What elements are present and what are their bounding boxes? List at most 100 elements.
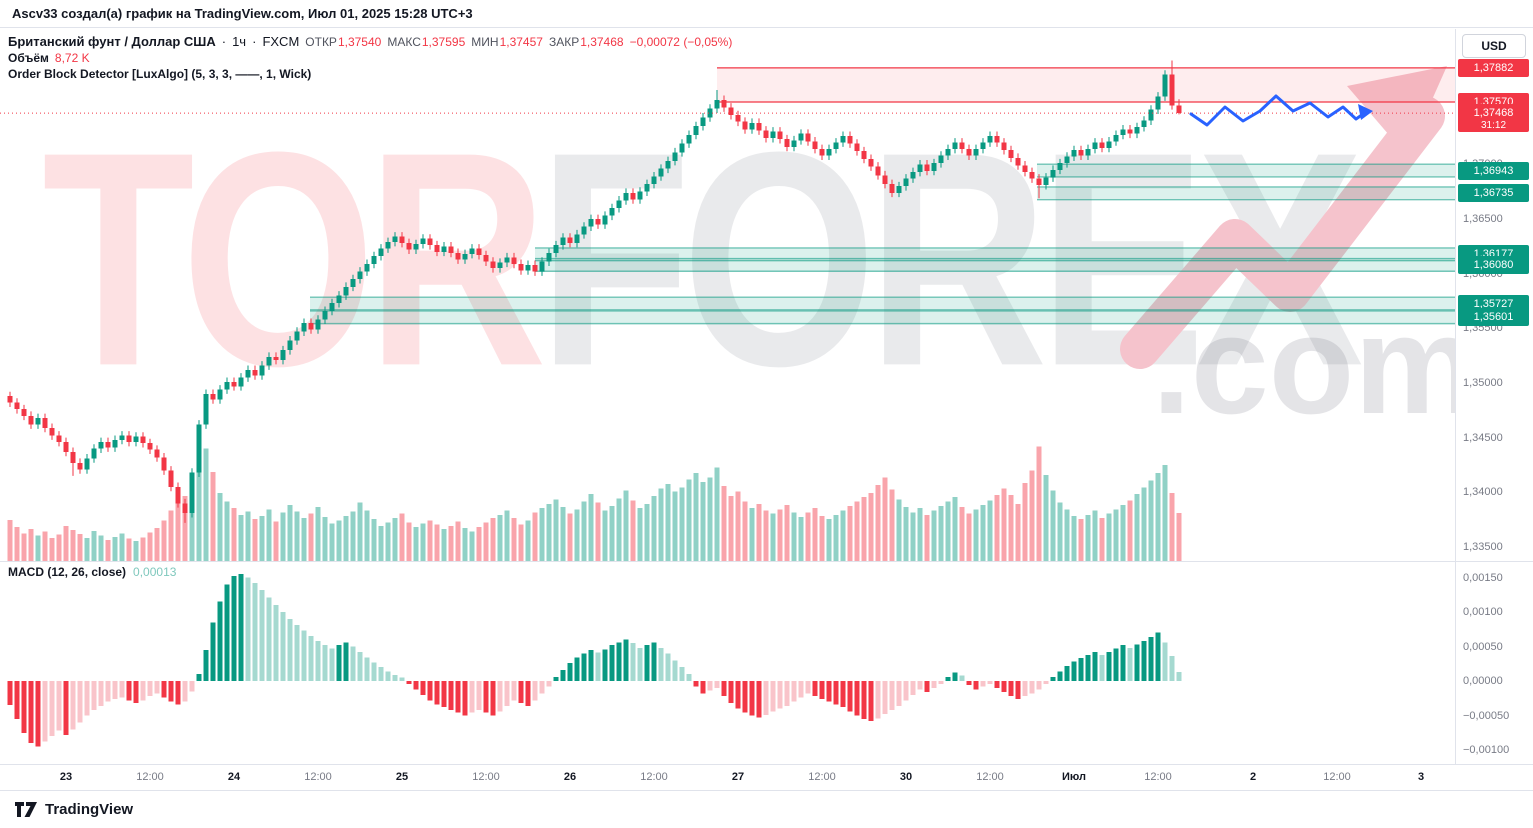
macd-bar (602, 649, 608, 681)
macd-bar (679, 667, 685, 681)
candle-body (903, 178, 909, 187)
candle-body (609, 208, 615, 216)
candle-body (21, 409, 27, 416)
level-price-badge: 1,37882 (1458, 58, 1529, 77)
volume-bar (966, 513, 972, 561)
candle-body (959, 142, 965, 150)
volume-bar (728, 496, 734, 561)
candle-body (1127, 129, 1133, 134)
volume-label[interactable]: Объём (8, 51, 49, 65)
macd-chart-canvas[interactable] (0, 561, 1455, 764)
candle-body (693, 126, 699, 135)
macd-bar (770, 681, 776, 712)
candle-body (1169, 74, 1175, 106)
macd-bar (693, 681, 699, 687)
macd-bar (399, 677, 405, 681)
macd-bar (21, 681, 27, 733)
volume-bar (147, 532, 153, 561)
candle-body (364, 263, 370, 272)
candle-body (553, 245, 559, 253)
volume-bar (1099, 518, 1105, 561)
price-axis[interactable]: USD 1,370001,365001,360001,355001,350001… (1455, 29, 1533, 764)
candle-body (497, 262, 503, 269)
macd-bar (406, 681, 412, 684)
time-axis-label: 12:00 (1323, 771, 1351, 783)
volume-bar (273, 521, 279, 561)
demand-zone (535, 258, 1455, 272)
volume-bar (749, 508, 755, 561)
candle-body (280, 350, 286, 361)
macd-bar (448, 681, 454, 710)
price-axis-label: 1,35000 (1463, 376, 1503, 389)
volume-bar (938, 506, 944, 561)
price-axis-label: 1,34000 (1463, 486, 1503, 499)
macd-bar (658, 647, 664, 681)
macd-bar (959, 675, 965, 681)
volume-bar (1036, 446, 1042, 561)
macd-indicator-title[interactable]: MACD (12, 26, close) (8, 565, 127, 579)
volume-bar (399, 513, 405, 561)
macd-bar (1155, 632, 1161, 681)
time-axis-label: 12:00 (976, 771, 1004, 783)
macd-bar (56, 681, 62, 731)
macd-bar (259, 589, 265, 681)
macd-bar (749, 681, 755, 716)
time-axis[interactable]: 23 12:00 24 12:00 25 12:00 26 12:00 27 12:00 30 12:… (0, 764, 1533, 791)
candle-body (406, 243, 412, 250)
interval-label[interactable]: 1ч (232, 34, 247, 49)
volume-bar (315, 507, 321, 561)
macd-axis-label: 0,00000 (1463, 675, 1503, 687)
volume-bar (1043, 475, 1049, 561)
currency-toggle-button[interactable]: USD (1462, 34, 1526, 58)
macd-bar (1176, 672, 1182, 681)
candle-body (1162, 74, 1168, 97)
macd-bar (588, 649, 594, 681)
macd-bar (1141, 640, 1147, 681)
candle-body (672, 152, 678, 162)
candle-body (448, 246, 454, 253)
candle-body (490, 261, 496, 269)
tradingview-logo-icon[interactable] (14, 801, 38, 818)
badge-price: 1,36943 (1473, 164, 1514, 177)
time-axis-label: 12:00 (472, 771, 500, 783)
macd-bar (364, 657, 370, 681)
pane-separator[interactable] (0, 561, 1533, 562)
macd-bar (63, 681, 69, 735)
price-pane[interactable]: TORFOREX .com Британский фунт / Доллар С… (0, 29, 1455, 561)
macd-bar (350, 646, 356, 681)
candle-body (161, 457, 167, 471)
volume-bar (812, 508, 818, 561)
order-block-indicator-title[interactable]: Order Block Detector [LuxAlgo] (5, 3, 3,… (8, 67, 312, 81)
macd-bar (686, 674, 692, 681)
macd-bar (1022, 681, 1028, 697)
candle-body (574, 234, 580, 244)
volume-bar (196, 462, 202, 561)
volume-bar (819, 515, 825, 561)
macd-bar (896, 681, 902, 706)
macd-pane[interactable]: MACD (12, 26, close) 0,00013 (0, 561, 1455, 764)
candle-body (210, 393, 216, 400)
macd-bar (462, 681, 468, 716)
macd-bar (7, 681, 13, 706)
macd-bar (189, 681, 195, 692)
volume-bar (413, 526, 419, 561)
candle-body (427, 238, 433, 246)
macd-bar (91, 681, 97, 710)
macd-bar (763, 681, 769, 715)
symbol-title[interactable]: Британский фунт / Доллар США (8, 34, 216, 49)
candle-body (154, 449, 160, 458)
volume-bar (308, 513, 314, 561)
macd-bar (175, 681, 181, 705)
price-chart-canvas[interactable] (0, 29, 1455, 561)
volume-bar (784, 504, 790, 561)
exchange-label: FXCM (262, 34, 300, 49)
candle-body (1099, 142, 1105, 148)
volume-bar (168, 510, 174, 561)
candle-body (70, 451, 76, 463)
volume-bar (28, 529, 34, 561)
volume-bar (644, 503, 650, 561)
macd-bar (245, 577, 251, 681)
tradingview-brand[interactable]: TradingView (45, 801, 134, 818)
macd-bar (777, 681, 783, 709)
volume-bar (679, 487, 685, 561)
